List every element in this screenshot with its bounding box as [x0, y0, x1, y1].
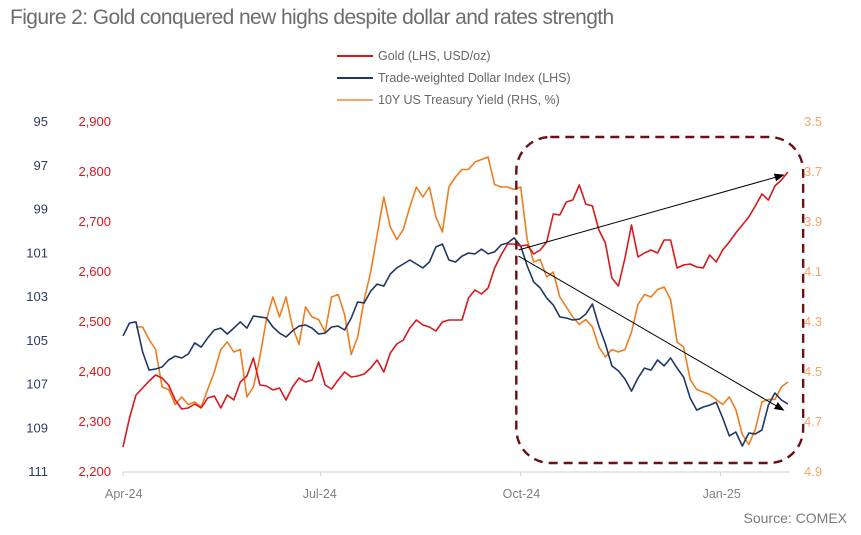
dollar-axis-tick-7: 109	[26, 420, 48, 435]
x-tick-label-1: Jul-24	[303, 487, 337, 501]
gold-axis-tick-3: 2,600	[78, 264, 111, 279]
dollar-axis-tick-0: 95	[34, 114, 48, 129]
series-line-yield	[136, 156, 789, 446]
gold-axis-tick-5: 2,400	[78, 364, 111, 379]
dollar-axis-tick-6: 107	[26, 377, 48, 392]
yield-axis-tick-6: 4.7	[804, 414, 822, 429]
yield-axis-tick-0: 3.5	[804, 114, 822, 129]
yield-axis-tick-5: 4.5	[804, 364, 822, 379]
gold-axis-tick-6: 2,300	[78, 414, 111, 429]
gold-axis-tick-4: 2,500	[78, 314, 111, 329]
annotations	[515, 135, 805, 465]
dollar-axis-tick-1: 97	[34, 158, 48, 173]
series-group	[122, 156, 789, 448]
yield-axis-tick-1: 3.7	[804, 164, 822, 179]
highlight-box	[515, 135, 805, 465]
yield-axis-tick-2: 3.9	[804, 214, 822, 229]
chart-title: Figure 2: Gold conquered new highs despi…	[10, 6, 614, 29]
dollar-trend-arrow	[518, 255, 785, 411]
legend-label-1: Trade-weighted Dollar Index (LHS)	[378, 71, 571, 85]
x-tick-label-0: Apr-24	[105, 487, 143, 501]
dollar-axis-tick-2: 99	[34, 202, 48, 217]
gold-axis-tick-2: 2,700	[78, 214, 111, 229]
dollar-axis-tick-5: 105	[26, 333, 48, 348]
legend-label-2: 10Y US Treasury Yield (RHS, %)	[378, 93, 560, 107]
yield-axis-tick-3: 4.1	[804, 264, 822, 279]
gold-axis-tick-0: 2,900	[78, 114, 111, 129]
gold-trend-arrow	[518, 173, 785, 251]
gold-axis-tick-1: 2,800	[78, 164, 111, 179]
dollar-axis-tick-3: 101	[26, 245, 48, 260]
gold-axis-tick-7: 2,200	[78, 464, 111, 479]
legend-label-0: Gold (LHS, USD/oz)	[378, 49, 491, 63]
axes: Apr-24 Jul-24 Oct-24 Jan-25 95 97 99 101 103 105 1…	[26, 114, 822, 501]
x-tick-label-2: Oct-24	[503, 487, 541, 501]
dollar-axis-tick-8: 111	[28, 464, 48, 479]
legend: Gold (LHS, USD/oz) Trade-weighted Dollar …	[337, 49, 571, 107]
dollar-axis-tick-4: 103	[26, 289, 48, 304]
yield-axis-tick-4: 4.3	[804, 314, 822, 329]
series-line-gold	[122, 171, 789, 448]
yield-axis-tick-7: 4.9	[804, 464, 822, 479]
series-line-dollar	[122, 237, 789, 447]
x-tick-label-3: Jan-25	[703, 487, 741, 501]
source-note: Source: COMEX	[743, 510, 847, 526]
